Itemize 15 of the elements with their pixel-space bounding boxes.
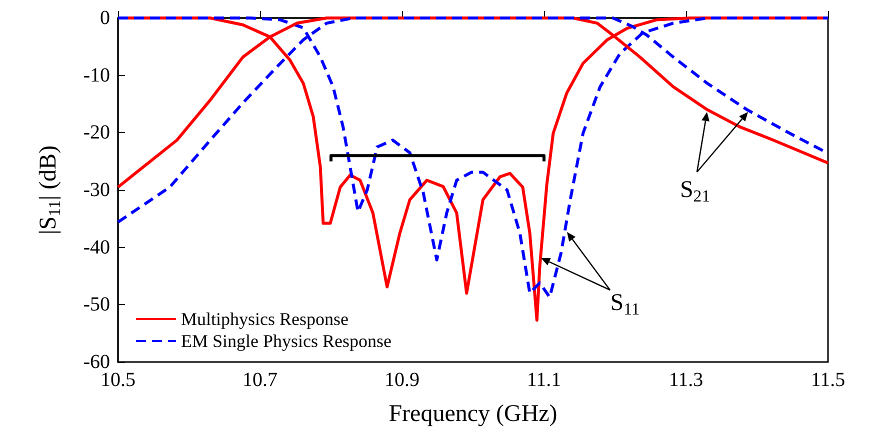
legend-label: EM Single Physics Response [181, 331, 392, 351]
x-tick-label: 11.1 [526, 369, 562, 391]
x-axis-title: Frequency (GHz) [388, 401, 558, 427]
y-tick-label: -30 [83, 179, 110, 201]
x-tick-label: 11.3 [668, 369, 704, 391]
y-tick-label: -10 [83, 64, 110, 86]
legend-label: Multiphysics Response [181, 309, 349, 329]
y-axis-title: |S11| (dB) [36, 145, 64, 235]
y-tick-label: -50 [83, 294, 110, 316]
x-tick-label: 10.9 [384, 369, 420, 391]
x-tick-label: 11.5 [810, 369, 846, 391]
y-tick-label: -40 [83, 236, 110, 258]
x-tick-label: 10.7 [242, 369, 278, 391]
y-tick-label: -20 [83, 122, 110, 144]
y-tick-label: 0 [100, 7, 110, 29]
